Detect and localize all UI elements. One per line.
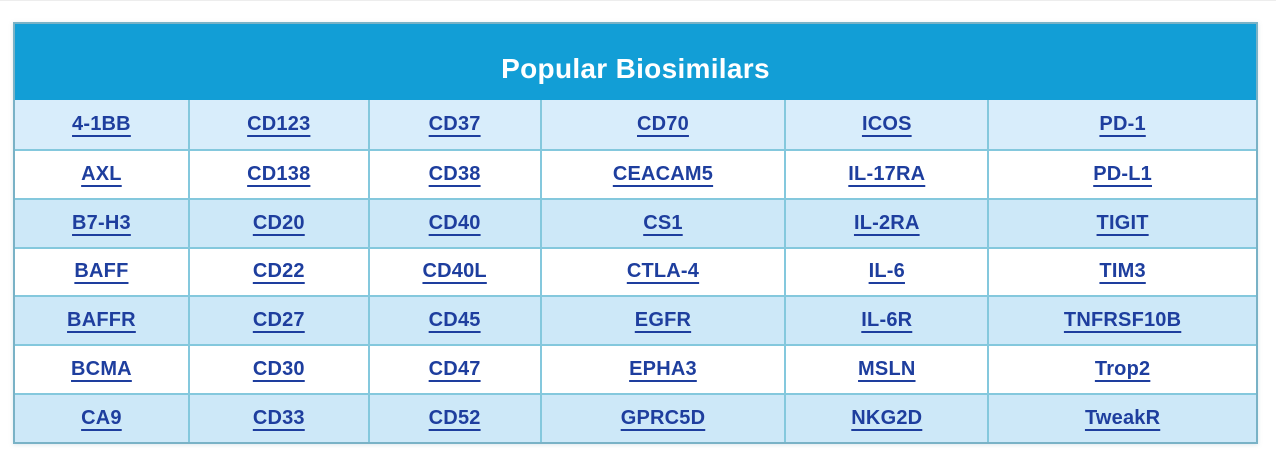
table-cell: BAFFR xyxy=(15,297,188,344)
biosimilar-link-epha3[interactable]: EPHA3 xyxy=(629,358,697,381)
table-row: AXL CD138 CD38 CEACAM5 IL-17RA PD-L1 xyxy=(15,148,1256,198)
biosimilar-link-baff[interactable]: BAFF xyxy=(74,260,129,283)
biosimilar-link-cd138[interactable]: CD138 xyxy=(247,162,311,185)
biosimilar-link-pd-l1[interactable]: PD-L1 xyxy=(1093,162,1152,185)
biosimilar-link-trop2[interactable]: Trop2 xyxy=(1094,358,1151,381)
table-cell: PD-1 xyxy=(987,100,1256,149)
table-row: BAFFR CD27 CD45 EGFR IL-6R TNFRSF10B xyxy=(15,295,1256,345)
biosimilar-link-cd33[interactable]: CD33 xyxy=(252,407,305,430)
table-cell: BCMA xyxy=(15,346,188,393)
biosimilar-link-tim3[interactable]: TIM3 xyxy=(1099,260,1146,283)
table-cell: CD22 xyxy=(187,248,368,296)
biosimilar-link-4-1bb[interactable]: 4-1BB xyxy=(72,112,131,135)
biosimilar-link-ctla-4[interactable]: CTLA-4 xyxy=(626,260,700,283)
table-row: BCMA CD30 CD47 EPHA3 MSLN Trop2 xyxy=(15,344,1256,394)
table-row: B7-H3 CD20 CD40 CS1 IL-2RA TIGIT xyxy=(15,197,1256,247)
biosimilar-link-tigit[interactable]: TIGIT xyxy=(1096,211,1149,234)
table-cell: CD52 xyxy=(367,395,540,442)
biosimilar-link-gprc5d[interactable]: GPRC5D xyxy=(620,407,706,430)
table-cell: IL-17RA xyxy=(784,150,987,198)
biosimilar-link-cd40[interactable]: CD40 xyxy=(428,211,481,234)
table-cell: BAFF xyxy=(15,249,188,296)
biosimilar-link-pd-1[interactable]: PD-1 xyxy=(1099,112,1146,135)
table-cell: NKG2D xyxy=(784,395,987,442)
table-cell: EPHA3 xyxy=(539,346,785,394)
table-cell: TweakR xyxy=(987,395,1256,442)
table-cell: EGFR xyxy=(539,297,785,345)
table-cell: CD138 xyxy=(187,150,368,198)
table-cell: TIGIT xyxy=(987,199,1256,247)
biosimilar-link-cd22[interactable]: CD22 xyxy=(252,260,305,283)
biosimilar-link-cd37[interactable]: CD37 xyxy=(428,112,481,135)
biosimilar-link-ceacam5[interactable]: CEACAM5 xyxy=(612,162,714,185)
biosimilar-link-baffr[interactable]: BAFFR xyxy=(67,309,136,332)
table-cell: CTLA-4 xyxy=(539,248,785,296)
biosimilar-link-cd47[interactable]: CD47 xyxy=(428,358,481,381)
biosimilar-link-ca9[interactable]: CA9 xyxy=(81,407,122,430)
biosimilar-link-cd30[interactable]: CD30 xyxy=(252,358,305,381)
table-row: CA9 CD33 CD52 GPRC5D NKG2D TweakR xyxy=(15,393,1256,442)
biosimilar-link-msln[interactable]: MSLN xyxy=(858,358,916,381)
table-cell: IL-2RA xyxy=(784,199,987,247)
biosimilar-link-cd20[interactable]: CD20 xyxy=(252,211,305,234)
biosimilar-link-cs1[interactable]: CS1 xyxy=(643,211,683,234)
table-cell: CA9 xyxy=(15,395,188,442)
biosimilars-table: Popular Biosimilars 4-1BB CD123 CD37 CD7… xyxy=(13,22,1258,444)
biosimilar-link-il-17ra[interactable]: IL-17RA xyxy=(848,162,926,185)
biosimilar-link-tweakr[interactable]: TweakR xyxy=(1084,407,1161,430)
table-cell: CD40L xyxy=(367,248,540,296)
table-row: BAFF CD22 CD40L CTLA-4 IL-6 TIM3 xyxy=(15,246,1256,296)
table-cell: CS1 xyxy=(539,199,785,247)
table-cell: CD30 xyxy=(187,346,368,394)
table-cell: CD47 xyxy=(367,346,540,394)
table-cell: CD33 xyxy=(187,395,368,442)
table-cell: CD123 xyxy=(187,100,368,149)
table-cell: IL-6 xyxy=(784,248,987,296)
biosimilar-link-cd27[interactable]: CD27 xyxy=(252,309,305,332)
table-cell: TNFRSF10B xyxy=(987,297,1256,345)
table-cell: GPRC5D xyxy=(539,395,785,442)
table-body: 4-1BB CD123 CD37 CD70 ICOS PD-1 AXL CD13… xyxy=(15,100,1256,442)
biosimilar-link-tnfrsf10b[interactable]: TNFRSF10B xyxy=(1063,309,1182,332)
biosimilar-link-egfr[interactable]: EGFR xyxy=(634,309,692,332)
table-row: 4-1BB CD123 CD37 CD70 ICOS PD-1 xyxy=(15,100,1256,149)
biosimilar-link-cd45[interactable]: CD45 xyxy=(428,309,481,332)
table-cell: TIM3 xyxy=(987,248,1256,296)
table-cell: IL-6R xyxy=(784,297,987,345)
biosimilar-link-cd40l[interactable]: CD40L xyxy=(422,260,487,283)
table-cell: CEACAM5 xyxy=(539,150,785,198)
biosimilar-link-axl[interactable]: AXL xyxy=(81,162,122,185)
table-cell: Trop2 xyxy=(987,346,1256,394)
biosimilar-link-b7-h3[interactable]: B7-H3 xyxy=(72,211,131,234)
biosimilar-link-cd52[interactable]: CD52 xyxy=(428,407,481,430)
biosimilar-link-bcma[interactable]: BCMA xyxy=(71,358,132,381)
biosimilar-link-il-6r[interactable]: IL-6R xyxy=(861,309,913,332)
table-cell: CD70 xyxy=(539,100,785,149)
biosimilar-link-nkg2d[interactable]: NKG2D xyxy=(851,407,923,430)
table-cell: AXL xyxy=(15,151,188,198)
table-cell: B7-H3 xyxy=(15,200,188,247)
table-cell: CD45 xyxy=(367,297,540,345)
biosimilar-link-cd38[interactable]: CD38 xyxy=(428,162,481,185)
biosimilar-link-il-6[interactable]: IL-6 xyxy=(868,260,905,283)
biosimilar-link-cd123[interactable]: CD123 xyxy=(247,112,311,135)
biosimilar-link-icos[interactable]: ICOS xyxy=(861,112,912,135)
biosimilar-link-il-2ra[interactable]: IL-2RA xyxy=(853,211,920,234)
table-cell: ICOS xyxy=(784,100,987,149)
table-cell: PD-L1 xyxy=(987,150,1256,198)
table-cell: CD20 xyxy=(187,199,368,247)
table-title: Popular Biosimilars xyxy=(15,24,1256,100)
table-cell: CD37 xyxy=(367,100,540,149)
table-cell: MSLN xyxy=(784,346,987,394)
biosimilar-link-cd70[interactable]: CD70 xyxy=(637,112,689,135)
table-cell: CD38 xyxy=(367,150,540,198)
table-cell: CD40 xyxy=(367,199,540,247)
table-cell: CD27 xyxy=(187,297,368,345)
table-cell: 4-1BB xyxy=(15,100,188,149)
